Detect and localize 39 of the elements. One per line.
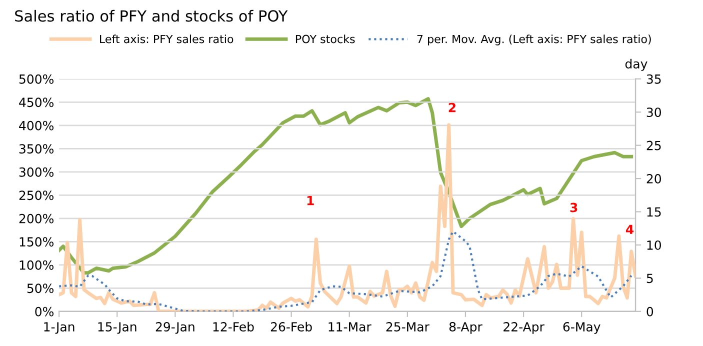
- y-tick-label: 500%: [19, 74, 54, 84]
- x-tick-label: 22-Apr: [504, 322, 544, 334]
- y-tick-label: 400%: [19, 120, 54, 130]
- y-tick-label: 100%: [20, 260, 54, 270]
- legend-label: POY stocks: [296, 34, 355, 44]
- y2-tick-label: 15: [647, 207, 661, 217]
- annotation: 3: [570, 202, 578, 212]
- y-tick-label: 0%: [35, 306, 54, 316]
- x-tick-label: 11-Mar: [328, 322, 372, 332]
- y2-tick-label: 30: [646, 108, 662, 118]
- annotation: 2: [448, 102, 456, 112]
- legend-label: Left axis: PFY sales ratio: [100, 34, 234, 44]
- x-tick-label: 1-Jan: [44, 322, 74, 334]
- y-tick-label: 200%: [19, 214, 54, 224]
- x-tick-label: 12-Feb: [213, 322, 254, 332]
- annotation: 1: [307, 196, 314, 206]
- y-tick-label: 50%: [27, 284, 54, 294]
- y2-tick-label: 35: [646, 74, 661, 84]
- y2-tick-label: 20: [646, 174, 662, 184]
- x-tick-label: 29-Jan: [156, 322, 194, 334]
- y-tick-label: 150%: [20, 237, 54, 247]
- x-tick-label: 8-Apr: [449, 322, 482, 334]
- y2-axis-title: day: [625, 58, 648, 71]
- x-tick-label: 15-Jan: [98, 322, 136, 334]
- y-tick-label: 250%: [19, 190, 54, 200]
- y2-tick-label: 25: [646, 140, 661, 150]
- y2-tick-label: 0: [646, 306, 654, 316]
- annotation: 4: [626, 224, 634, 234]
- y2-tick-label: 10: [647, 240, 662, 250]
- x-tick-label: 6-May: [563, 322, 600, 334]
- y-tick-label: 450%: [19, 98, 54, 108]
- x-tick-label: 25-Mar: [386, 322, 430, 332]
- line-series: [59, 97, 634, 275]
- y-tick-label: 300%: [19, 167, 54, 177]
- x-tick-label: 26-Feb: [270, 322, 312, 332]
- chart-title: Sales ratio of PFY and stocks of POY: [15, 10, 288, 22]
- y2-tick-label: 5: [646, 274, 653, 284]
- legend-label: 7 per. Mov. Avg. (Left axis: PFY sales ratio): [417, 34, 651, 46]
- y-tick-label: 350%: [19, 144, 54, 154]
